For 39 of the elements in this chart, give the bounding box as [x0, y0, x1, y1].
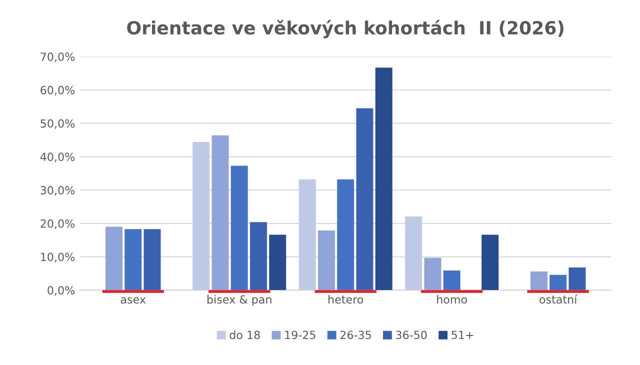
bar: [144, 229, 161, 290]
y-tick-label: 50,0%: [40, 119, 75, 129]
chart-title: Orientace ve věkových kohortách II (2026): [127, 20, 564, 38]
bar: [269, 234, 286, 290]
bar: [443, 270, 460, 290]
bar: [424, 258, 442, 290]
legend-label: do 18: [230, 330, 260, 340]
legend-label: 26-35: [340, 330, 371, 340]
y-tick-label: 60,0%: [40, 86, 75, 96]
y-tick-label: 10,0%: [41, 252, 75, 262]
x-tick-label: bisex & pan: [207, 295, 272, 306]
y-tick-label: 70,0%: [40, 52, 75, 62]
bar: [530, 271, 548, 290]
bar: [318, 230, 335, 290]
x-tick-label: ostatní: [540, 294, 578, 304]
bar: [298, 179, 316, 290]
bar: [482, 234, 499, 290]
bar: [356, 108, 374, 290]
x-tick-label: homo: [437, 295, 467, 304]
legend-label: 36-50: [396, 330, 427, 340]
x-tick-label: hetero: [328, 295, 364, 304]
bar: [405, 216, 422, 290]
y-tick-label: 0,0%: [48, 286, 75, 296]
y-tick-label: 40,0%: [40, 152, 75, 162]
bar: [212, 135, 229, 290]
bar: [568, 267, 586, 290]
bar: [106, 226, 122, 290]
y-tick-label: 30,0%: [40, 186, 75, 196]
legend-label: 19-25: [285, 330, 316, 340]
bar: [250, 222, 267, 290]
bar: [230, 166, 248, 290]
legend-label: 51+: [452, 330, 474, 340]
y-tick-label: 20,0%: [40, 219, 75, 229]
bar: [192, 142, 210, 290]
x-tick-label: asex: [120, 297, 146, 304]
bar: [337, 179, 354, 290]
bar: [550, 274, 567, 290]
bar: [375, 68, 392, 290]
bar: [124, 229, 142, 290]
